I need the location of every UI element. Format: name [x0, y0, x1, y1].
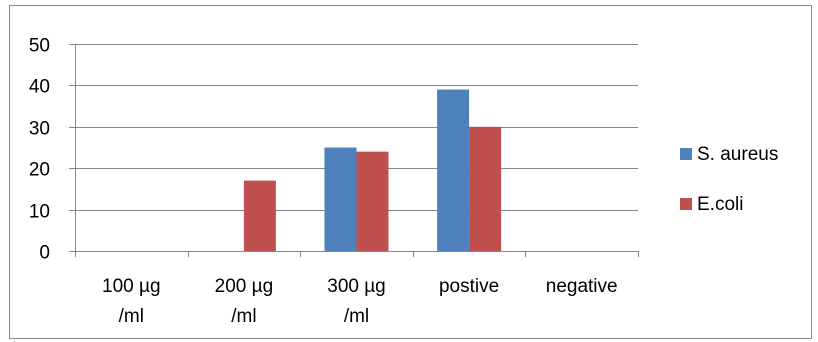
legend-swatch: [680, 148, 692, 160]
x-tick-label: postive: [439, 276, 499, 297]
y-tick-label: 50: [29, 36, 50, 57]
y-tick-label: 30: [29, 119, 50, 140]
y-tick-label: 40: [29, 77, 50, 98]
x-tick-labels: 100 µg/ml 200 µg/ml 300 µg/ml postive negati…: [102, 276, 618, 327]
chart-frame: [9, 5, 812, 339]
bars: [243, 89, 502, 251]
bar-s-aureus-3: [437, 89, 470, 251]
x-tick-label: negative: [546, 276, 618, 297]
legend: S. aureus E.coli: [680, 144, 778, 215]
y-tick-label: 20: [29, 160, 50, 181]
legend-swatch: [680, 198, 692, 210]
bar-e-coli-2: [356, 151, 389, 251]
y-tick-label: 0: [39, 243, 50, 264]
bar-e-coli-1: [243, 180, 276, 251]
y-tick-label: 10: [29, 202, 50, 223]
legend-label: E.coli: [697, 194, 743, 215]
bar-e-coli-3: [469, 126, 502, 251]
y-tick-labels: 0 10 20 30 40 50: [29, 36, 50, 264]
x-tick-label: 200 µg/ml: [215, 276, 274, 327]
x-tick-label: 300 µg/ml: [327, 276, 386, 327]
axes: [69, 44, 639, 257]
bar-s-aureus-2: [324, 147, 357, 251]
legend-label: S. aureus: [697, 144, 778, 165]
x-tick-label: 100 µg/ml: [102, 276, 161, 327]
